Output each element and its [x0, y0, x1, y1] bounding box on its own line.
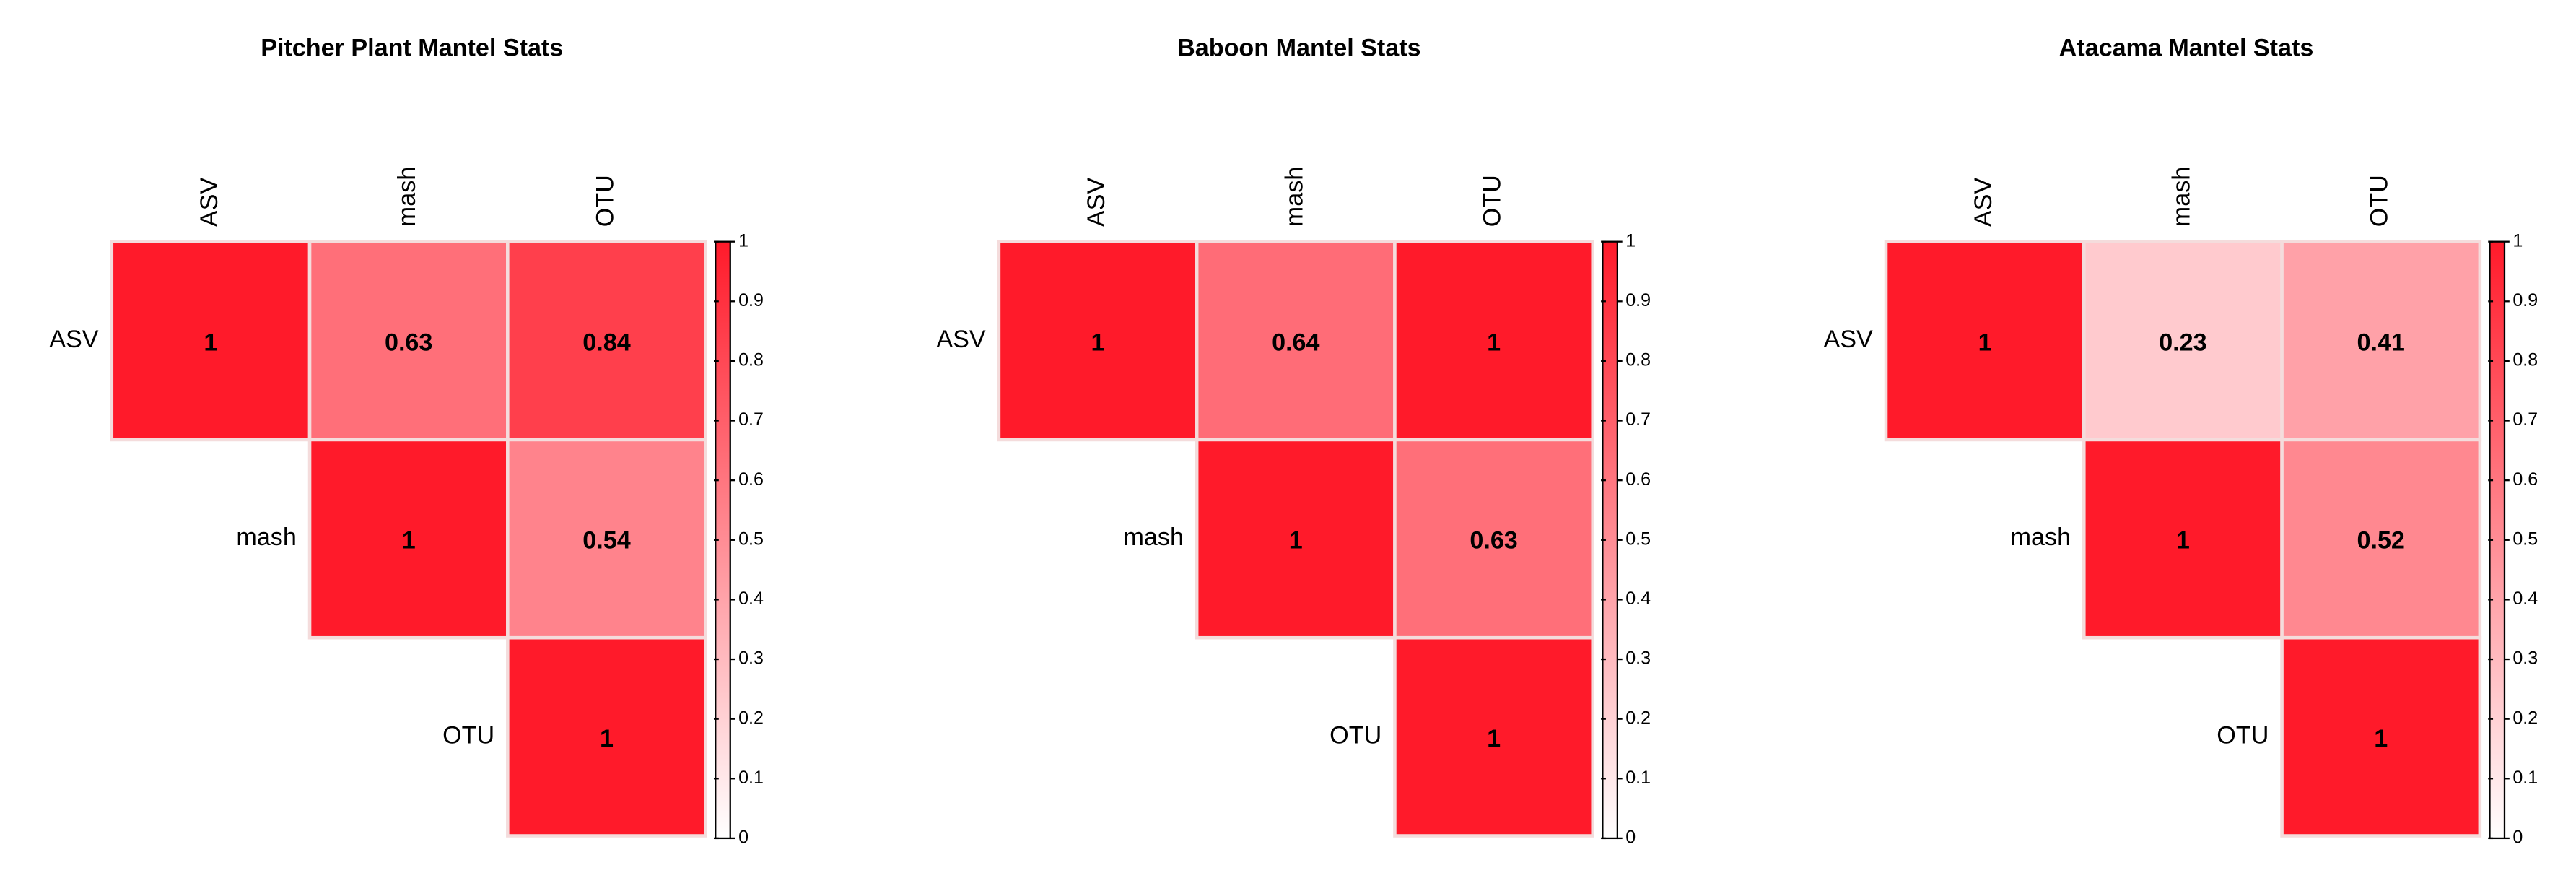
color-bar-tick-label: 0.7 — [2512, 409, 2538, 430]
panel: Baboon Mantel Stats ASV mash OTU ASV 1 0.64 1 ma… — [936, 34, 1651, 847]
color-bar-tick-label: 0.6 — [1625, 469, 1651, 490]
cell-value: 1 — [204, 329, 217, 356]
color-bar-tick-label: 0.1 — [738, 768, 764, 788]
heatmap-cell — [506, 240, 707, 442]
color-bar-tick-label: 0.5 — [2512, 529, 2538, 549]
color-bar-tick-label: 0.3 — [738, 648, 764, 669]
row-label: OTU — [2217, 721, 2269, 749]
heatmap-cell — [997, 240, 1199, 442]
color-bar-tick-label: 0.6 — [738, 469, 764, 490]
color-bar-tick-label: 0.4 — [1625, 589, 1651, 609]
color-bar-tick-label: 0.2 — [738, 708, 764, 728]
column-label: mash — [393, 167, 421, 227]
color-bar-tick-label: 0.6 — [2512, 469, 2538, 490]
heatmap-cell — [2280, 635, 2482, 838]
column-label: ASV — [1083, 178, 1110, 227]
cell-value: 1 — [600, 725, 614, 752]
color-bar-tick-label: 0.8 — [2512, 350, 2538, 370]
heatmap-cell — [2082, 240, 2284, 442]
cell-value: 0.41 — [2357, 329, 2404, 356]
row-label: mash — [2011, 524, 2071, 551]
heatmap-cell — [1195, 438, 1397, 640]
color-bar-tick-label: 0.9 — [2512, 290, 2538, 310]
cell-value: 1 — [2374, 725, 2388, 752]
color-bar-tick-label: 0.5 — [738, 529, 764, 549]
row-label: mash — [236, 524, 296, 551]
color-bar-tick-label: 0.4 — [738, 589, 764, 609]
column-label: ASV — [1970, 178, 1997, 227]
color-bar-tick-label: 0 — [1625, 828, 1636, 848]
cell-value: 1 — [1091, 329, 1105, 356]
cell-value: 1 — [1487, 329, 1501, 356]
heatmap-cell — [110, 240, 312, 442]
color-bar-tick-label: 0.9 — [738, 290, 764, 310]
heatmap-cell — [2082, 438, 2284, 640]
heatmap-cell — [1195, 240, 1397, 442]
color-bar-tick-label: 0.2 — [1625, 708, 1651, 728]
color-bar-tick-label: 1 — [2512, 230, 2523, 251]
column-label: mash — [1280, 167, 1308, 227]
heatmap-cell — [307, 240, 510, 442]
cell-value: 0.63 — [385, 329, 432, 356]
chart-title: Baboon Mantel Stats — [1177, 34, 1420, 61]
chart-title: Atacama Mantel Stats — [2059, 34, 2314, 61]
cell-value: 0.84 — [582, 329, 630, 356]
color-bar-tick-label: 0.9 — [1625, 290, 1651, 310]
color-bar-tick-label: 0.5 — [1625, 529, 1651, 549]
color-bar-tick-label: 0 — [738, 828, 748, 848]
heatmap-cell — [1393, 635, 1595, 838]
column-label: OTU — [2366, 175, 2393, 227]
color-bar-tick-label: 1 — [738, 230, 748, 251]
row-label: OTU — [1330, 721, 1381, 749]
cell-value: 0.23 — [2159, 329, 2206, 356]
chart-title: Pitcher Plant Mantel Stats — [261, 34, 563, 61]
cell-value: 0.64 — [1272, 329, 1319, 356]
color-bar-tick-label: 0 — [2512, 828, 2523, 848]
row-label: ASV — [1824, 326, 1874, 353]
color-bar-tick-label: 1 — [1625, 230, 1636, 251]
color-bar-tick-label: 0.1 — [1625, 768, 1651, 788]
cell-value: 0.52 — [2357, 527, 2404, 555]
color-bar-tick-label: 0.1 — [2512, 768, 2538, 788]
color-bar-tick-label: 0.3 — [1625, 648, 1651, 669]
color-bar-tick-label: 0.2 — [2512, 708, 2538, 728]
column-label: ASV — [196, 178, 223, 227]
cell-value: 1 — [2176, 527, 2190, 555]
panel: Pitcher Plant Mantel Stats ASV mash OTU ASV 1… — [49, 34, 764, 847]
row-label: mash — [1124, 524, 1184, 551]
color-bar-tick-label: 0.8 — [1625, 350, 1651, 370]
heatmap-cell — [1393, 240, 1595, 442]
cell-value: 1 — [1487, 725, 1501, 752]
column-label: mash — [2167, 167, 2195, 227]
heatmap-cell — [506, 635, 707, 838]
row-label: ASV — [49, 326, 99, 353]
cell-value: 0.54 — [582, 527, 630, 555]
cell-value: 1 — [402, 527, 416, 555]
color-bar-tick-label: 0.3 — [2512, 648, 2538, 669]
heatmap-cell — [1884, 240, 2086, 442]
row-label: OTU — [442, 721, 494, 749]
column-label: OTU — [1479, 175, 1506, 227]
column-label: OTU — [591, 175, 619, 227]
color-bar-tick-label: 0.7 — [738, 409, 764, 430]
cell-value: 0.63 — [1470, 527, 1517, 555]
row-label: ASV — [936, 326, 986, 353]
cell-value: 1 — [1289, 527, 1303, 555]
cell-value: 1 — [1978, 329, 1992, 356]
panel: Atacama Mantel Stats ASV mash OTU ASV 1 0.23 0.… — [1824, 34, 2538, 847]
color-bar-tick-label: 0.8 — [738, 350, 764, 370]
color-bar-tick-label: 0.7 — [1625, 409, 1651, 430]
color-bar-tick-label: 0.4 — [2512, 589, 2538, 609]
heatmap-cell — [2280, 240, 2482, 442]
